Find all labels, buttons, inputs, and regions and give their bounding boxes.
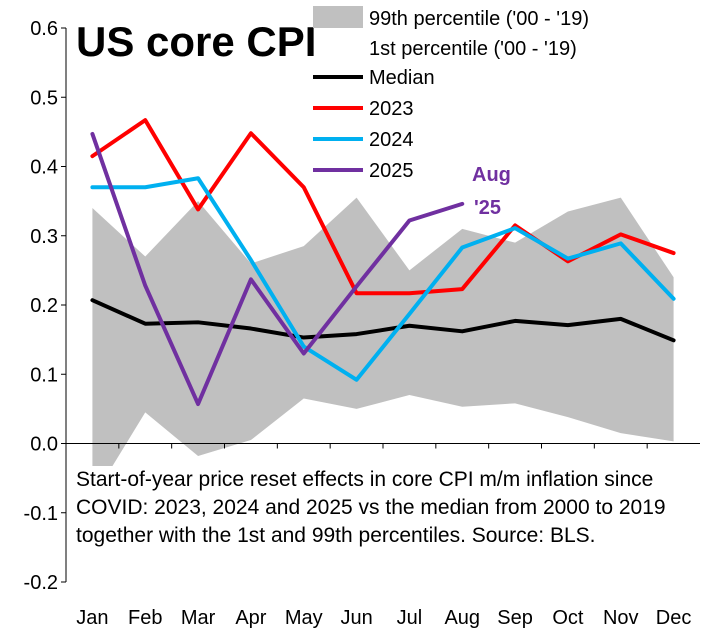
y-tick-label: 0.0 (30, 434, 58, 456)
y-tick-label: -0.2 (24, 572, 58, 594)
legend-label-99th: 99th percentile ('00 - '19) (369, 8, 589, 30)
legend-label-2025: 2025 (369, 160, 414, 182)
x-tick-label: Feb (128, 607, 162, 629)
x-tick-label: Sep (497, 607, 533, 629)
y-tick-label: -0.1 (24, 503, 58, 525)
series-line-median (90, 298, 676, 343)
y-tick-label: 0.1 (30, 364, 58, 386)
y-tick-label: 0.3 (30, 226, 58, 248)
annotation-25: '25 (474, 197, 501, 219)
x-tick-label: Jul (397, 607, 423, 629)
series-line-2024 (90, 176, 676, 382)
x-tick-label: Jun (340, 607, 372, 629)
x-tick-label: Aug (444, 607, 480, 629)
series-line-2025 (90, 131, 465, 407)
x-tick-label: Dec (656, 607, 692, 629)
legend: 99th percentile ('00 - '19) 1st percentil… (313, 6, 589, 182)
legend-swatch-band (313, 6, 363, 28)
y-tick-label: 0.2 (30, 295, 58, 317)
annotation-aug: Aug (472, 164, 511, 186)
x-tick-label: May (285, 607, 323, 629)
x-tick-label: Nov (603, 607, 639, 629)
chart-title: US core CPI (76, 18, 316, 65)
x-tick-label: Apr (235, 607, 266, 629)
legend-label-median: Median (369, 67, 435, 89)
chart-caption: Start-of-year price reset effects in cor… (76, 466, 676, 550)
x-tick-label: Mar (181, 607, 216, 629)
x-tick-label: Oct (552, 607, 584, 629)
y-tick-label: 0.4 (30, 157, 58, 179)
legend-label-1st: 1st percentile ('00 - '19) (369, 38, 577, 60)
legend-label-2023: 2023 (369, 98, 414, 120)
tick-labels: 0.6 0.5 0.4 0.3 0.2 0.1 0.0 -0.1 -0.2 Jan Feb Mar Ap… (24, 18, 692, 629)
x-tick-label: Jan (76, 607, 108, 629)
legend-label-2024: 2024 (369, 129, 414, 151)
series-layer (90, 118, 676, 407)
axis-layer (61, 27, 700, 583)
y-tick-label: 0.6 (30, 18, 58, 40)
y-tick-label: 0.5 (30, 87, 58, 109)
